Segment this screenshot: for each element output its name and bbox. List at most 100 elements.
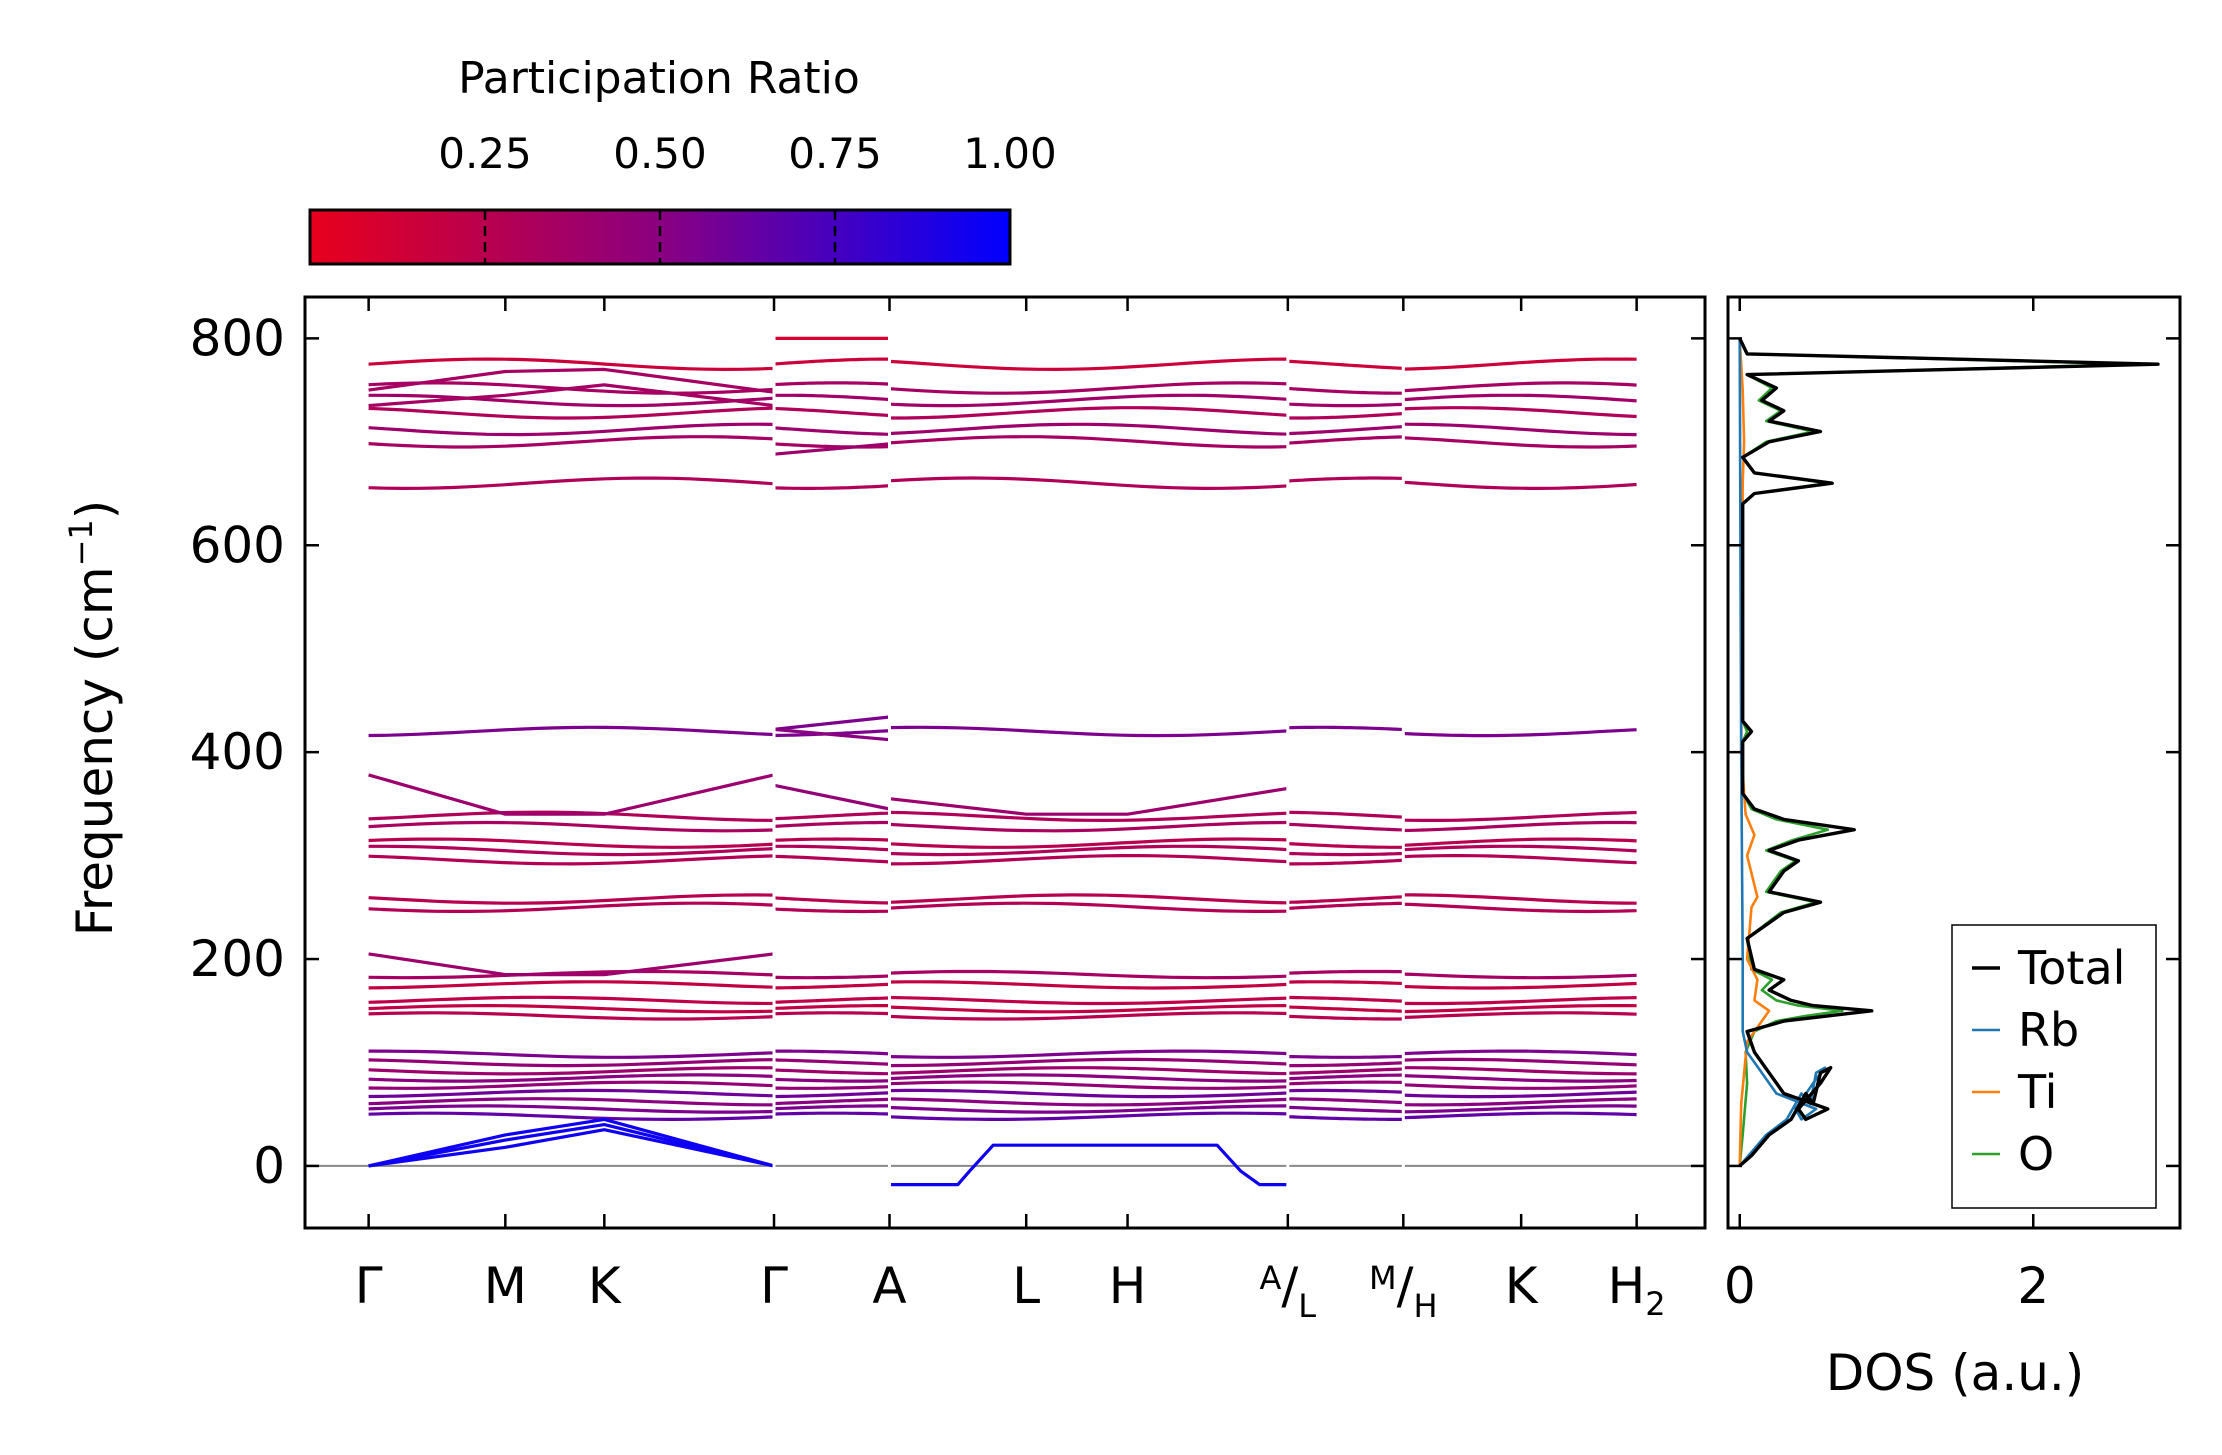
legend-label: O — [2018, 1127, 2054, 1181]
band-line — [1287, 1005, 1404, 1013]
band-line — [773, 1111, 890, 1116]
band-line — [1403, 1066, 1637, 1076]
band-line — [889, 901, 1288, 913]
legend-label: Ti — [2017, 1065, 2057, 1119]
band-line — [774, 1085, 890, 1090]
kpoint-label: M — [484, 1257, 527, 1315]
band-upper-dispersive — [368, 367, 775, 394]
band-line — [1287, 402, 1404, 408]
kpoint-label-main: / — [1281, 1257, 1298, 1315]
band-line — [889, 357, 1288, 372]
band-line — [889, 1057, 1288, 1068]
band-line — [889, 1080, 1288, 1090]
band-line — [773, 907, 890, 914]
y-tick-label: 800 — [190, 309, 285, 367]
band-line — [1287, 980, 1404, 986]
band-line — [1287, 1080, 1404, 1086]
y-tick-label: 0 — [253, 1137, 285, 1195]
band-line — [368, 844, 775, 857]
colorbar-label: Participation Ratio — [458, 53, 860, 104]
band-line — [773, 406, 890, 418]
band-line — [773, 1068, 890, 1076]
band-line — [889, 1111, 1288, 1121]
kpoint-label-main: L — [1012, 1257, 1040, 1315]
band-line — [1403, 996, 1637, 1006]
y-axis-label: Frequency (cm−1) — [62, 500, 124, 937]
band-line — [889, 820, 1288, 833]
band-line — [773, 1011, 890, 1016]
band-line — [1403, 1049, 1637, 1057]
band-line — [368, 995, 775, 1006]
band-line — [1287, 359, 1404, 370]
band-lines — [305, 300, 1705, 1225]
dos-lines — [1738, 337, 2160, 1168]
band-line — [1287, 435, 1404, 445]
band-line — [1403, 893, 1637, 905]
band-acoustic-1 — [368, 1117, 775, 1168]
legend-entries: Total Rb Ti O — [1972, 941, 2125, 1181]
band-line — [774, 1091, 890, 1099]
band-acoustic-3 — [368, 1128, 775, 1168]
band-line — [368, 1003, 775, 1014]
band-structure-frame — [303, 295, 1707, 1230]
band-line — [1403, 357, 1637, 371]
band-line — [368, 1073, 775, 1083]
band-line — [889, 854, 1288, 866]
colorbar-ticks: 0.25 0.50 0.75 1.00 — [438, 129, 1057, 264]
band-line — [773, 820, 890, 828]
dos-line-total — [1738, 337, 2160, 1168]
band-line — [368, 893, 775, 905]
band-line — [368, 1111, 775, 1122]
band-line — [368, 1066, 775, 1076]
legend-label: Rb — [2018, 1003, 2079, 1057]
dos-frame — [1726, 295, 2182, 1230]
kpoint-label-main: / — [1397, 1257, 1414, 1315]
band-line — [1287, 386, 1404, 395]
band-line — [774, 844, 890, 852]
kpoint-label: Γ — [355, 1257, 383, 1315]
band-imag — [889, 1143, 1288, 1187]
band-line — [773, 854, 890, 864]
band-line — [1287, 822, 1404, 832]
band-line — [368, 1088, 775, 1099]
band-line — [368, 837, 775, 849]
band-line — [1403, 1090, 1637, 1099]
colorbar: Participation Ratio 0.25 0.50 0.75 1.00 — [308, 53, 1057, 266]
colorbar-tick-label: 0.25 — [438, 129, 532, 178]
band-line — [773, 357, 890, 366]
kpoint-label: M/H — [1369, 1257, 1438, 1325]
band-line — [1403, 1097, 1637, 1107]
y-tick-label: 200 — [190, 930, 285, 988]
band-line — [889, 422, 1288, 436]
band-line — [1287, 1067, 1404, 1075]
band-line — [889, 844, 1288, 857]
band-line — [368, 1058, 775, 1068]
band-line — [1403, 854, 1637, 865]
band-line — [889, 810, 1288, 823]
band-line — [889, 969, 1288, 980]
x-axis-ticks: Γ M K Γ A L H A/LM/H K H2 — [355, 297, 1666, 1325]
band-line — [1287, 858, 1404, 866]
band-line — [773, 996, 890, 1004]
band-line — [1403, 1104, 1637, 1114]
band-line — [368, 969, 775, 980]
band-line — [368, 357, 775, 372]
band-line — [1403, 381, 1637, 393]
y-tick-label: 600 — [190, 516, 285, 574]
kpoint-label-main: Γ — [760, 1257, 788, 1315]
band-line — [1403, 972, 1637, 980]
kpoint-label-sub: 2 — [1645, 1285, 1665, 1323]
band-line — [773, 837, 890, 842]
kpoint-label: H — [1109, 1257, 1147, 1315]
band-line — [773, 484, 890, 490]
band-line — [773, 811, 890, 821]
band-line — [773, 1004, 890, 1010]
dos-legend[interactable]: Total Rb Ti O — [1951, 924, 2157, 1209]
band-line — [889, 995, 1288, 1006]
band-line — [1403, 820, 1637, 833]
band-line — [368, 820, 775, 833]
kpoint-label-pre: M — [1369, 1259, 1397, 1297]
band-line — [1403, 1011, 1637, 1019]
band-line — [889, 1066, 1288, 1076]
